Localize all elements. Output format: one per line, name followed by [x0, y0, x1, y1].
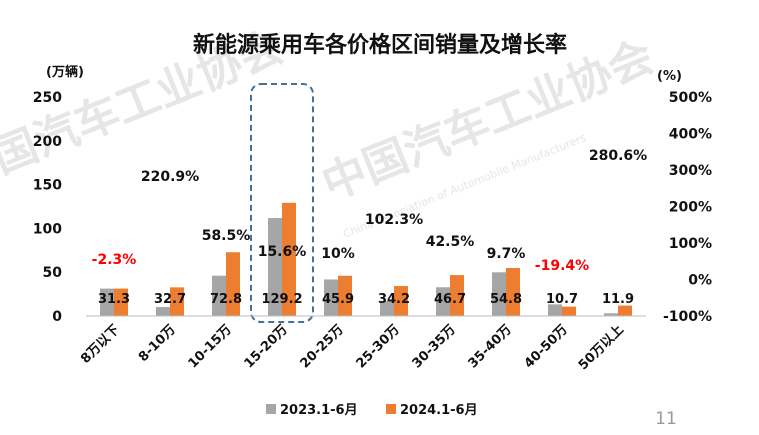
growth-labels: -2.3% 220.9% 58.5% 15.6% 10% 102.3%42.5% 9.7%-… — [92, 148, 647, 274]
growth-label: 10% — [321, 246, 355, 262]
data-label: 32.7 — [154, 292, 186, 307]
left-axis-tick: 150 — [33, 178, 62, 194]
growth-label: 42.5% — [426, 234, 475, 250]
category-label: 10-15万 — [186, 322, 235, 371]
bar-2024 — [226, 252, 240, 316]
right-axis-tick: 300% — [669, 163, 712, 179]
growth-label: -2.3% — [92, 252, 137, 268]
chart-title: 新能源乘用车各价格区间销量及增长率 — [193, 32, 567, 58]
highlight-box — [250, 83, 314, 323]
legend-label: 2024.1-6月 — [400, 403, 478, 418]
legend-label: 2023.1-6月 — [280, 403, 358, 418]
highlight-rect — [250, 83, 314, 323]
bar-2024 — [114, 288, 128, 316]
bar-2024 — [450, 275, 464, 316]
bar-2023 — [548, 304, 562, 316]
bar-2024 — [338, 275, 352, 316]
legend: 2023.1-6月 2024.1-6月 — [266, 403, 478, 418]
category-label: 20-25万 — [298, 322, 347, 371]
bar-2024 — [506, 267, 520, 316]
bar-2023 — [100, 288, 114, 316]
data-label: 11.9 — [602, 292, 634, 307]
growth-label: 58.5% — [202, 228, 251, 244]
left-axis-ticks: 0 50 100 150 200 250 — [33, 90, 62, 325]
data-label: 31.3 — [98, 292, 130, 307]
data-label: 46.7 — [434, 292, 466, 307]
left-axis-tick: 50 — [43, 265, 63, 281]
data-label: 72.8 — [210, 292, 242, 307]
category-label: 25-30万 — [354, 322, 403, 371]
bar-2023 — [324, 279, 338, 316]
category-label: 30-35万 — [410, 322, 459, 371]
growth-label: 102.3% — [365, 212, 423, 228]
category-label: 8-10万 — [136, 322, 179, 365]
bar-2023 — [212, 275, 226, 316]
category-label: 15-20万 — [242, 322, 291, 371]
right-axis-tick: -100% — [663, 309, 712, 325]
data-label: 34.2 — [378, 292, 410, 307]
left-axis-tick: 250 — [33, 90, 62, 106]
bars — [100, 202, 632, 316]
right-axis-unit: (%) — [657, 69, 682, 84]
right-axis-ticks: -100% 0% 100% 200% 300% 400% 500% — [663, 90, 712, 325]
bar-2023 — [436, 287, 450, 316]
bar-2024 — [394, 286, 408, 316]
bar-2023 — [492, 272, 506, 316]
bar-2023 — [156, 307, 170, 316]
growth-label: 280.6% — [589, 148, 647, 164]
category-label: 35-40万 — [466, 322, 515, 371]
bar-2024 — [562, 306, 576, 316]
bar-2023 — [268, 218, 282, 316]
page-number: 11 — [655, 409, 677, 429]
bar-2023 — [380, 301, 394, 316]
legend-swatch — [266, 404, 276, 414]
right-axis-tick: 200% — [669, 200, 712, 216]
left-axis-tick: 0 — [52, 309, 62, 325]
bar-2023 — [604, 313, 618, 316]
category-labels: 8万以下 8-10万 10-15万 15-20万 20-25万 25-30万 30-35万 3… — [78, 322, 627, 373]
left-axis-unit: (万辆) — [46, 64, 84, 80]
right-axis-tick: 400% — [669, 127, 712, 143]
category-label: 40-50万 — [522, 322, 571, 371]
growth-label: -19.4% — [535, 258, 589, 274]
right-axis-tick: 100% — [669, 236, 712, 252]
legend-swatch — [386, 404, 396, 414]
bar-2024 — [170, 287, 184, 316]
right-axis-tick: 0% — [688, 273, 712, 289]
growth-label: 220.9% — [141, 169, 199, 185]
data-label: 10.7 — [546, 292, 578, 307]
category-label: 50万以上 — [576, 322, 627, 373]
bar-2024 — [282, 202, 296, 316]
left-axis-tick: 200 — [33, 134, 62, 150]
data-label: 54.8 — [490, 292, 522, 307]
growth-label: 9.7% — [487, 246, 526, 262]
left-axis-tick: 100 — [33, 221, 62, 237]
growth-label: 15.6% — [258, 244, 307, 260]
category-label: 8万以下 — [78, 322, 123, 367]
bar-2024 — [618, 305, 632, 316]
right-axis-tick: 500% — [669, 90, 712, 106]
data-labels: 31.3 32.7 72.8 129.2 45.9 34.2 46.7 54.8 10.7 11.… — [98, 292, 634, 307]
data-label: 45.9 — [322, 292, 354, 307]
data-label: 129.2 — [261, 292, 302, 307]
